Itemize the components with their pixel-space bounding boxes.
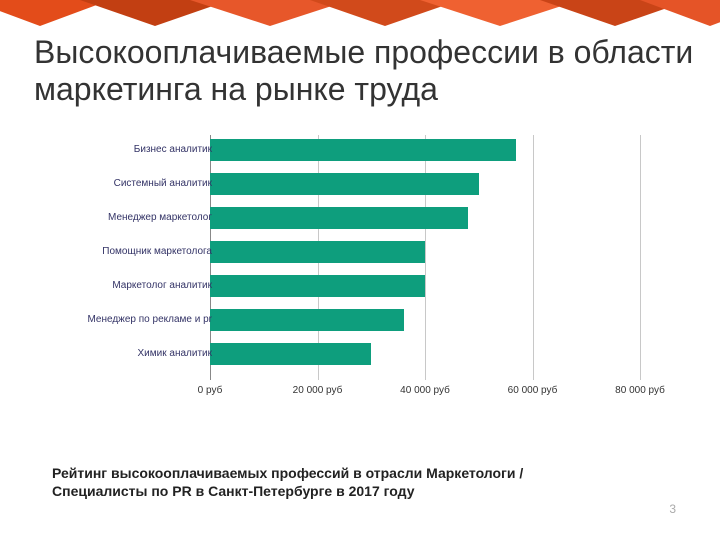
- bar-row: [210, 309, 640, 331]
- bar-row: [210, 343, 640, 365]
- chart-plot-area: [210, 135, 640, 380]
- bar-row: [210, 275, 640, 297]
- bar: [210, 309, 404, 331]
- category-label: Маркетолог аналитик: [62, 280, 212, 291]
- slide-title: Высокооплачиваемые профессии в области м…: [34, 34, 694, 108]
- category-label: Помощник маркетолога: [62, 246, 212, 257]
- bar-row: [210, 139, 640, 161]
- x-tick-label: 20 000 руб: [293, 385, 343, 396]
- salary-bar-chart: 0 руб20 000 руб40 000 руб60 000 руб80 00…: [70, 135, 650, 420]
- bar-row: [210, 207, 640, 229]
- chart-caption: Рейтинг высокооплачиваемых профессий в о…: [52, 464, 612, 500]
- bar-row: [210, 241, 640, 263]
- top-triangle-banner: [0, 0, 720, 26]
- category-label: Системный аналитик: [62, 178, 212, 189]
- x-tick-label: 80 000 руб: [615, 385, 665, 396]
- grid-line: [640, 135, 641, 380]
- x-tick-label: 0 руб: [198, 385, 223, 396]
- category-label: Менеджер маркетолог: [62, 212, 212, 223]
- category-label: Менеджер по рекламе и pr: [62, 314, 212, 325]
- page-number: 3: [669, 502, 676, 516]
- x-tick-label: 40 000 руб: [400, 385, 450, 396]
- bar: [210, 139, 516, 161]
- bar-row: [210, 173, 640, 195]
- bar: [210, 173, 479, 195]
- bar: [210, 275, 425, 297]
- category-label: Бизнес аналитик: [62, 144, 212, 155]
- bar: [210, 343, 371, 365]
- bar: [210, 241, 425, 263]
- bar: [210, 207, 468, 229]
- x-tick-label: 60 000 руб: [508, 385, 558, 396]
- slide-root: Высокооплачиваемые профессии в области м…: [0, 0, 720, 540]
- category-label: Химик аналитик: [62, 348, 212, 359]
- banner-triangle: [640, 0, 720, 26]
